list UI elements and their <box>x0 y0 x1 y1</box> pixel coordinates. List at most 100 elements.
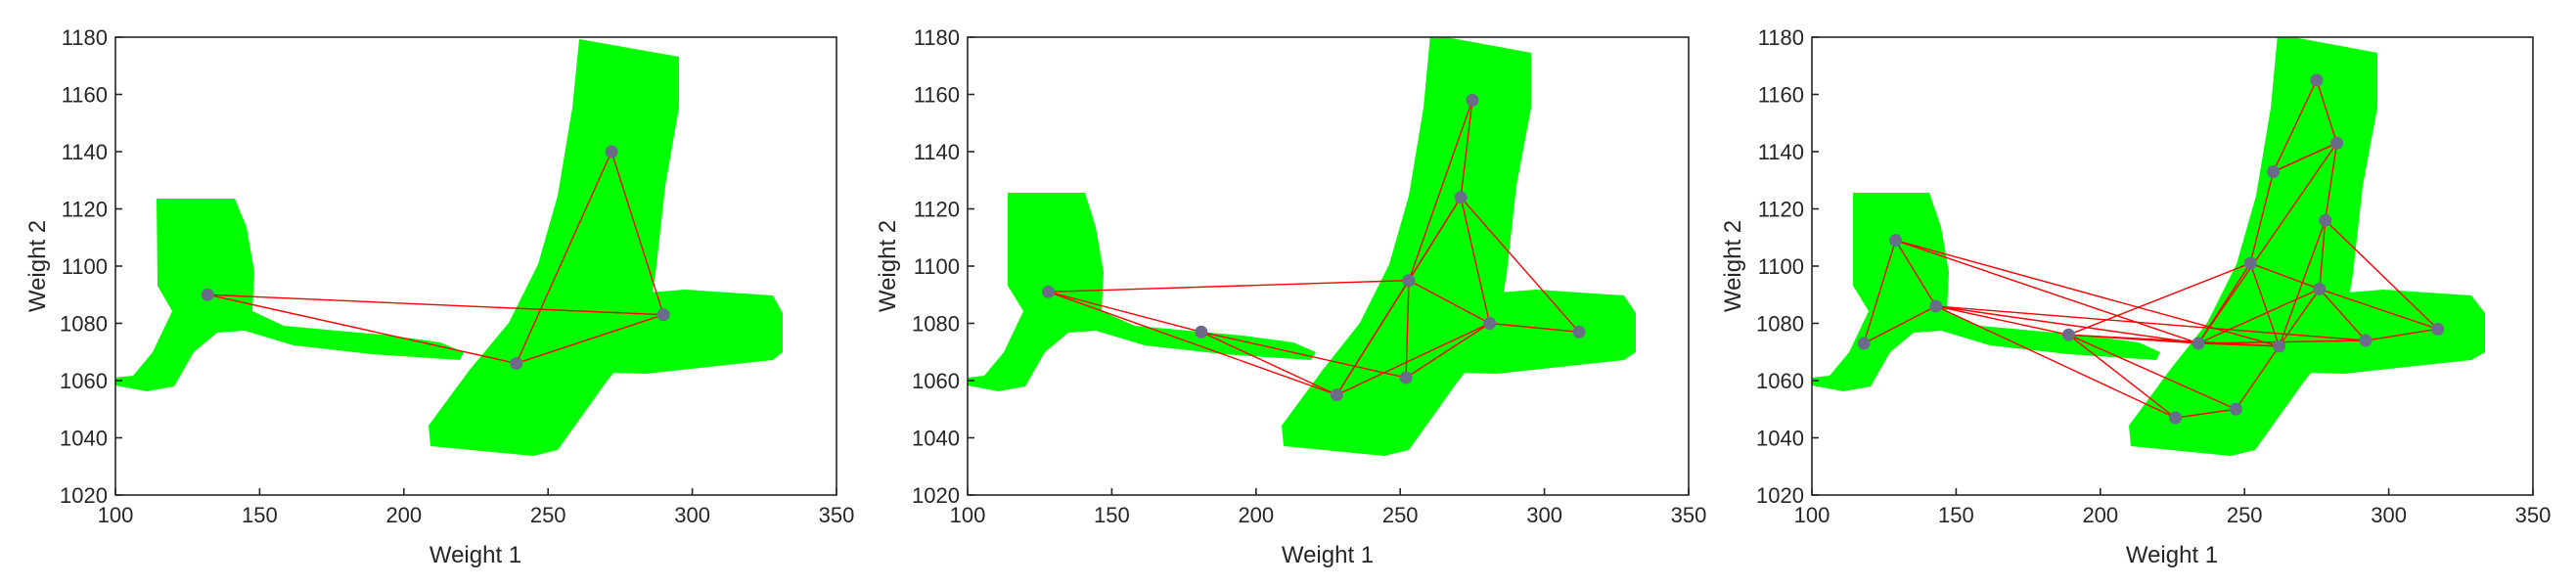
graph-node <box>2431 322 2445 336</box>
y-tick-label: 1060 <box>1756 369 1804 393</box>
graph-node <box>2319 213 2332 227</box>
graph-node <box>1466 93 1479 107</box>
region-left-arm <box>115 199 464 391</box>
graph-edge <box>1408 280 1490 325</box>
x-tick-label: 200 <box>1238 503 1274 527</box>
graph-edge <box>1935 305 2199 344</box>
graph-node <box>1454 191 1468 204</box>
graph-node <box>1195 325 1208 339</box>
graph-edge <box>2068 262 2251 336</box>
graph-edge <box>1408 100 1473 281</box>
region-left-arm <box>968 193 1316 391</box>
graph-edge <box>2316 79 2338 144</box>
x-tick-label: 300 <box>674 503 710 527</box>
x-tick-label: 300 <box>2371 503 2407 527</box>
graph-edge <box>1863 305 1937 344</box>
x-tick-label: 200 <box>2082 503 2118 527</box>
x-axis-label: Weight 1 <box>429 542 521 568</box>
y-tick-label: 1180 <box>62 25 108 50</box>
graph-edge <box>516 314 664 365</box>
y-tick-label: 1120 <box>62 198 108 222</box>
graph-node <box>1888 234 1902 248</box>
graph-edge <box>1894 240 1937 307</box>
graph-edge <box>2068 334 2237 410</box>
graph-node <box>2243 256 2257 270</box>
graph-edge <box>1048 291 1201 333</box>
feasible-region <box>115 39 783 456</box>
graph-edge <box>1935 305 2367 341</box>
graph-edge <box>1935 305 2069 336</box>
graph-node <box>1402 274 1416 288</box>
y-tick-label: 1060 <box>60 369 108 393</box>
y-tick-label: 1040 <box>1756 427 1804 451</box>
graph-node <box>656 308 670 322</box>
graph-edge <box>610 151 664 315</box>
graph-edge <box>1048 279 1410 294</box>
region-right-arm <box>548 290 783 374</box>
x-axis-label: Weight 1 <box>2126 542 2218 568</box>
x-tick-label: 250 <box>1382 503 1419 527</box>
graph-node <box>1330 388 1343 402</box>
graph-edge <box>2279 288 2321 347</box>
graph-edge <box>2198 342 2280 347</box>
graph-edge <box>2235 345 2281 410</box>
y-tick-label: 1180 <box>1758 25 1804 50</box>
y-tick-label: 1160 <box>62 83 108 108</box>
graph-edge <box>207 294 664 316</box>
graph-edge <box>1405 322 1490 379</box>
graph-edge <box>2278 219 2327 347</box>
y-tick-label: 1020 <box>60 483 108 508</box>
graph-node <box>2168 411 2182 425</box>
graph-edge <box>1460 197 1491 324</box>
y-axis-label: Weight 2 <box>24 220 51 312</box>
graph-edge <box>1405 280 1410 379</box>
graph-node <box>510 356 523 370</box>
graph-node <box>605 145 618 158</box>
y-axis-label: Weight 2 <box>875 220 901 312</box>
y-tick-label: 1140 <box>1758 140 1804 164</box>
x-tick-label: 100 <box>950 503 986 527</box>
graph-edge <box>2197 142 2338 344</box>
graph-node <box>1572 325 1586 339</box>
x-tick-label: 350 <box>1671 503 1707 527</box>
graph-node <box>2192 337 2205 350</box>
y-tick-label: 1060 <box>912 369 960 393</box>
graph-edge <box>1895 240 2199 344</box>
x-tick-label: 350 <box>2515 503 2552 527</box>
graph-edge <box>2325 143 2338 221</box>
x-tick-label: 250 <box>2227 503 2263 527</box>
graph-node <box>1042 285 1056 298</box>
graph-edge <box>1336 322 1490 396</box>
graph-edge <box>2197 288 2321 344</box>
x-tick-label: 350 <box>819 503 855 527</box>
x-tick-label: 150 <box>242 503 278 527</box>
y-tick-label: 1120 <box>1758 198 1804 222</box>
graph-node <box>1483 317 1497 330</box>
region-diagonal-bar <box>1282 37 1531 456</box>
graph-edge <box>1048 291 1337 396</box>
graph-edge <box>2319 220 2327 290</box>
graph-edge <box>1935 305 2176 419</box>
graph-edge <box>2365 328 2438 341</box>
graph-node <box>2267 164 2281 178</box>
y-tick-label: 1080 <box>1756 312 1804 337</box>
graph-edge <box>1200 331 1407 379</box>
graph-node <box>2330 136 2344 150</box>
y-tick-label: 1160 <box>914 83 960 108</box>
graph-edge <box>207 294 517 365</box>
y-tick-label: 1020 <box>912 483 960 508</box>
graph-node <box>1857 337 1871 350</box>
graph-node <box>1399 371 1413 384</box>
y-tick-label: 1040 <box>60 427 108 451</box>
y-tick-label: 1100 <box>62 254 108 279</box>
graph-node <box>2229 402 2242 416</box>
graph-node <box>2359 334 2373 347</box>
region-diagonal-bar <box>2129 37 2377 456</box>
region-right-arm <box>1399 290 1636 374</box>
graph-edge <box>2249 262 2281 347</box>
graph-node <box>2313 282 2327 295</box>
chart-panel-3: 100 150 200 250 300 350 1020 1040 1060 1080 1100 11… <box>1720 25 2551 568</box>
chart-panel-2: 100 150 200 250 300 350 1020 1040 1060 1080 1100 11… <box>875 25 1706 568</box>
graph-edge <box>1200 331 1337 396</box>
